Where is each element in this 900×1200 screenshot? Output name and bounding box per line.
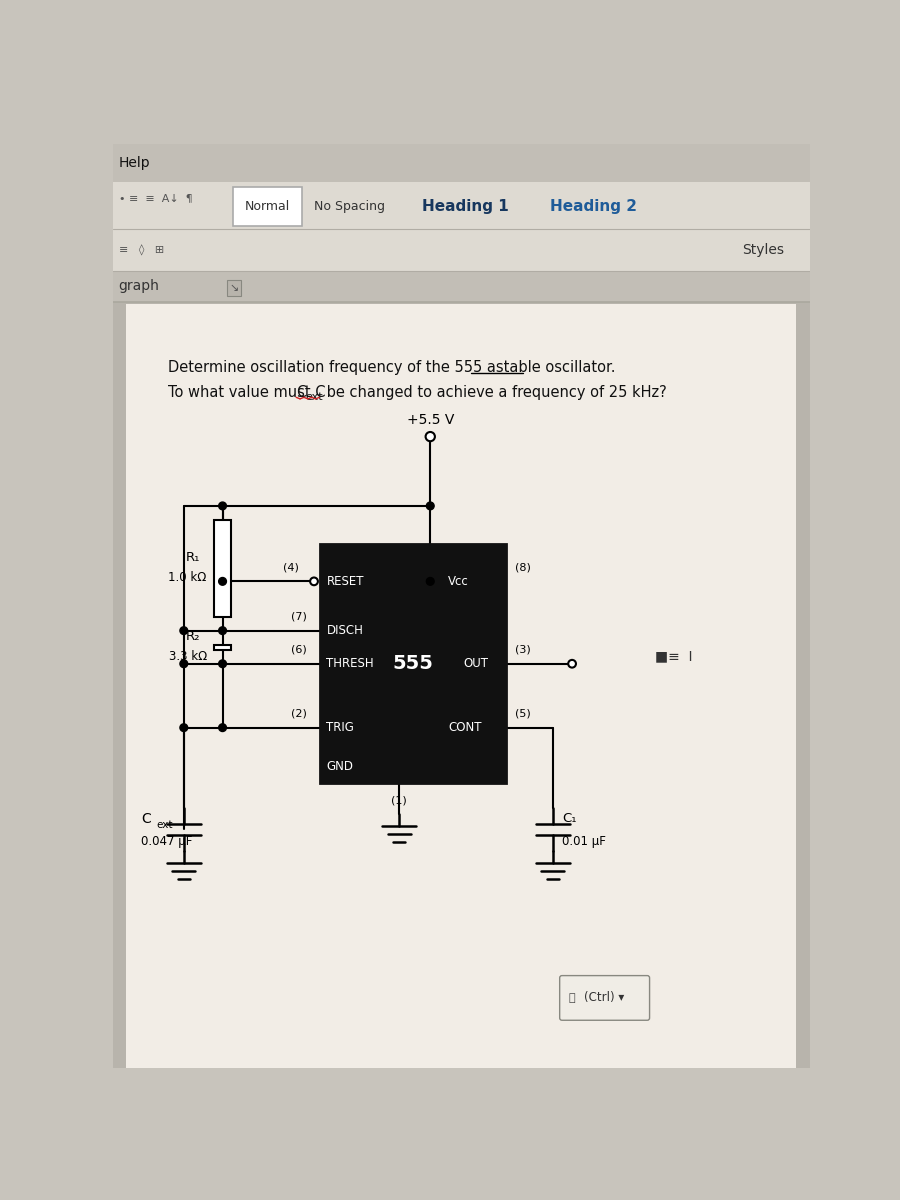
Bar: [112, 144, 810, 182]
Circle shape: [310, 577, 318, 586]
Circle shape: [180, 626, 188, 635]
Text: (6): (6): [291, 644, 306, 655]
Bar: [232, 187, 302, 226]
Text: Vcc: Vcc: [448, 575, 469, 588]
FancyBboxPatch shape: [560, 976, 650, 1020]
Text: To what value must C: To what value must C: [168, 385, 326, 401]
Text: 📋: 📋: [568, 992, 575, 1003]
Text: C: C: [296, 385, 306, 401]
Text: Determine oscillation frequency of the 555 astable oscillator.: Determine oscillation frequency of the 5…: [168, 360, 616, 374]
Bar: [214, 520, 231, 617]
Text: ext: ext: [305, 391, 323, 402]
Bar: [227, 280, 241, 296]
Circle shape: [219, 660, 227, 667]
Text: 3.3 kΩ: 3.3 kΩ: [168, 650, 207, 664]
Text: C: C: [141, 811, 151, 826]
Text: Normal: Normal: [245, 200, 290, 212]
Text: (8): (8): [516, 563, 531, 572]
Text: GND: GND: [327, 760, 354, 773]
Text: 0.01 μF: 0.01 μF: [562, 835, 606, 848]
Text: +5.5 V: +5.5 V: [407, 413, 454, 427]
Bar: [112, 271, 810, 302]
Text: (3): (3): [516, 644, 531, 655]
Text: TRIG: TRIG: [327, 721, 355, 734]
Text: No Spacing: No Spacing: [314, 200, 385, 212]
Circle shape: [219, 724, 227, 732]
Text: THRESH: THRESH: [327, 658, 374, 671]
Text: (2): (2): [291, 709, 306, 719]
Bar: [126, 304, 796, 1068]
Text: (5): (5): [516, 709, 531, 719]
Circle shape: [180, 724, 188, 732]
Text: R₂: R₂: [186, 630, 201, 643]
Text: 555: 555: [392, 654, 434, 673]
Bar: [112, 182, 810, 229]
Text: (7): (7): [291, 612, 306, 622]
Text: C₁: C₁: [562, 812, 577, 826]
Text: R₁: R₁: [186, 551, 201, 564]
Circle shape: [426, 432, 435, 442]
Text: ↘: ↘: [230, 283, 238, 293]
Bar: [320, 545, 506, 784]
Circle shape: [568, 660, 576, 667]
Circle shape: [219, 502, 227, 510]
Text: ext: ext: [157, 821, 173, 830]
Text: be changed to achieve a frequency of 25 kHz?: be changed to achieve a frequency of 25 …: [322, 385, 667, 401]
Bar: [112, 229, 810, 271]
Circle shape: [180, 660, 188, 667]
Text: graph: graph: [119, 280, 159, 294]
Bar: [112, 302, 810, 1068]
Circle shape: [219, 626, 227, 635]
Text: (4): (4): [283, 563, 299, 572]
Text: DISCH: DISCH: [327, 624, 364, 637]
Text: ≡   ◊   ⊞: ≡ ◊ ⊞: [119, 245, 164, 256]
Text: (Ctrl) ▾: (Ctrl) ▾: [584, 991, 624, 1004]
Text: RESET: RESET: [327, 575, 364, 588]
Bar: [214, 644, 231, 650]
Circle shape: [219, 577, 227, 586]
Circle shape: [427, 502, 434, 510]
Text: • ≡  ≡  A↓  ¶: • ≡ ≡ A↓ ¶: [119, 193, 193, 203]
Text: Heading 2: Heading 2: [551, 199, 637, 214]
Text: Heading 1: Heading 1: [422, 199, 509, 214]
Text: ■≡  I: ■≡ I: [655, 649, 692, 664]
Circle shape: [427, 577, 434, 586]
Text: CONT: CONT: [448, 721, 482, 734]
Text: Styles: Styles: [742, 244, 785, 257]
Text: 0.047 μF: 0.047 μF: [141, 835, 193, 848]
Text: OUT: OUT: [464, 658, 489, 671]
Text: (1): (1): [392, 796, 407, 805]
Text: 1.0 kΩ: 1.0 kΩ: [168, 571, 207, 584]
Text: Help: Help: [119, 156, 150, 170]
